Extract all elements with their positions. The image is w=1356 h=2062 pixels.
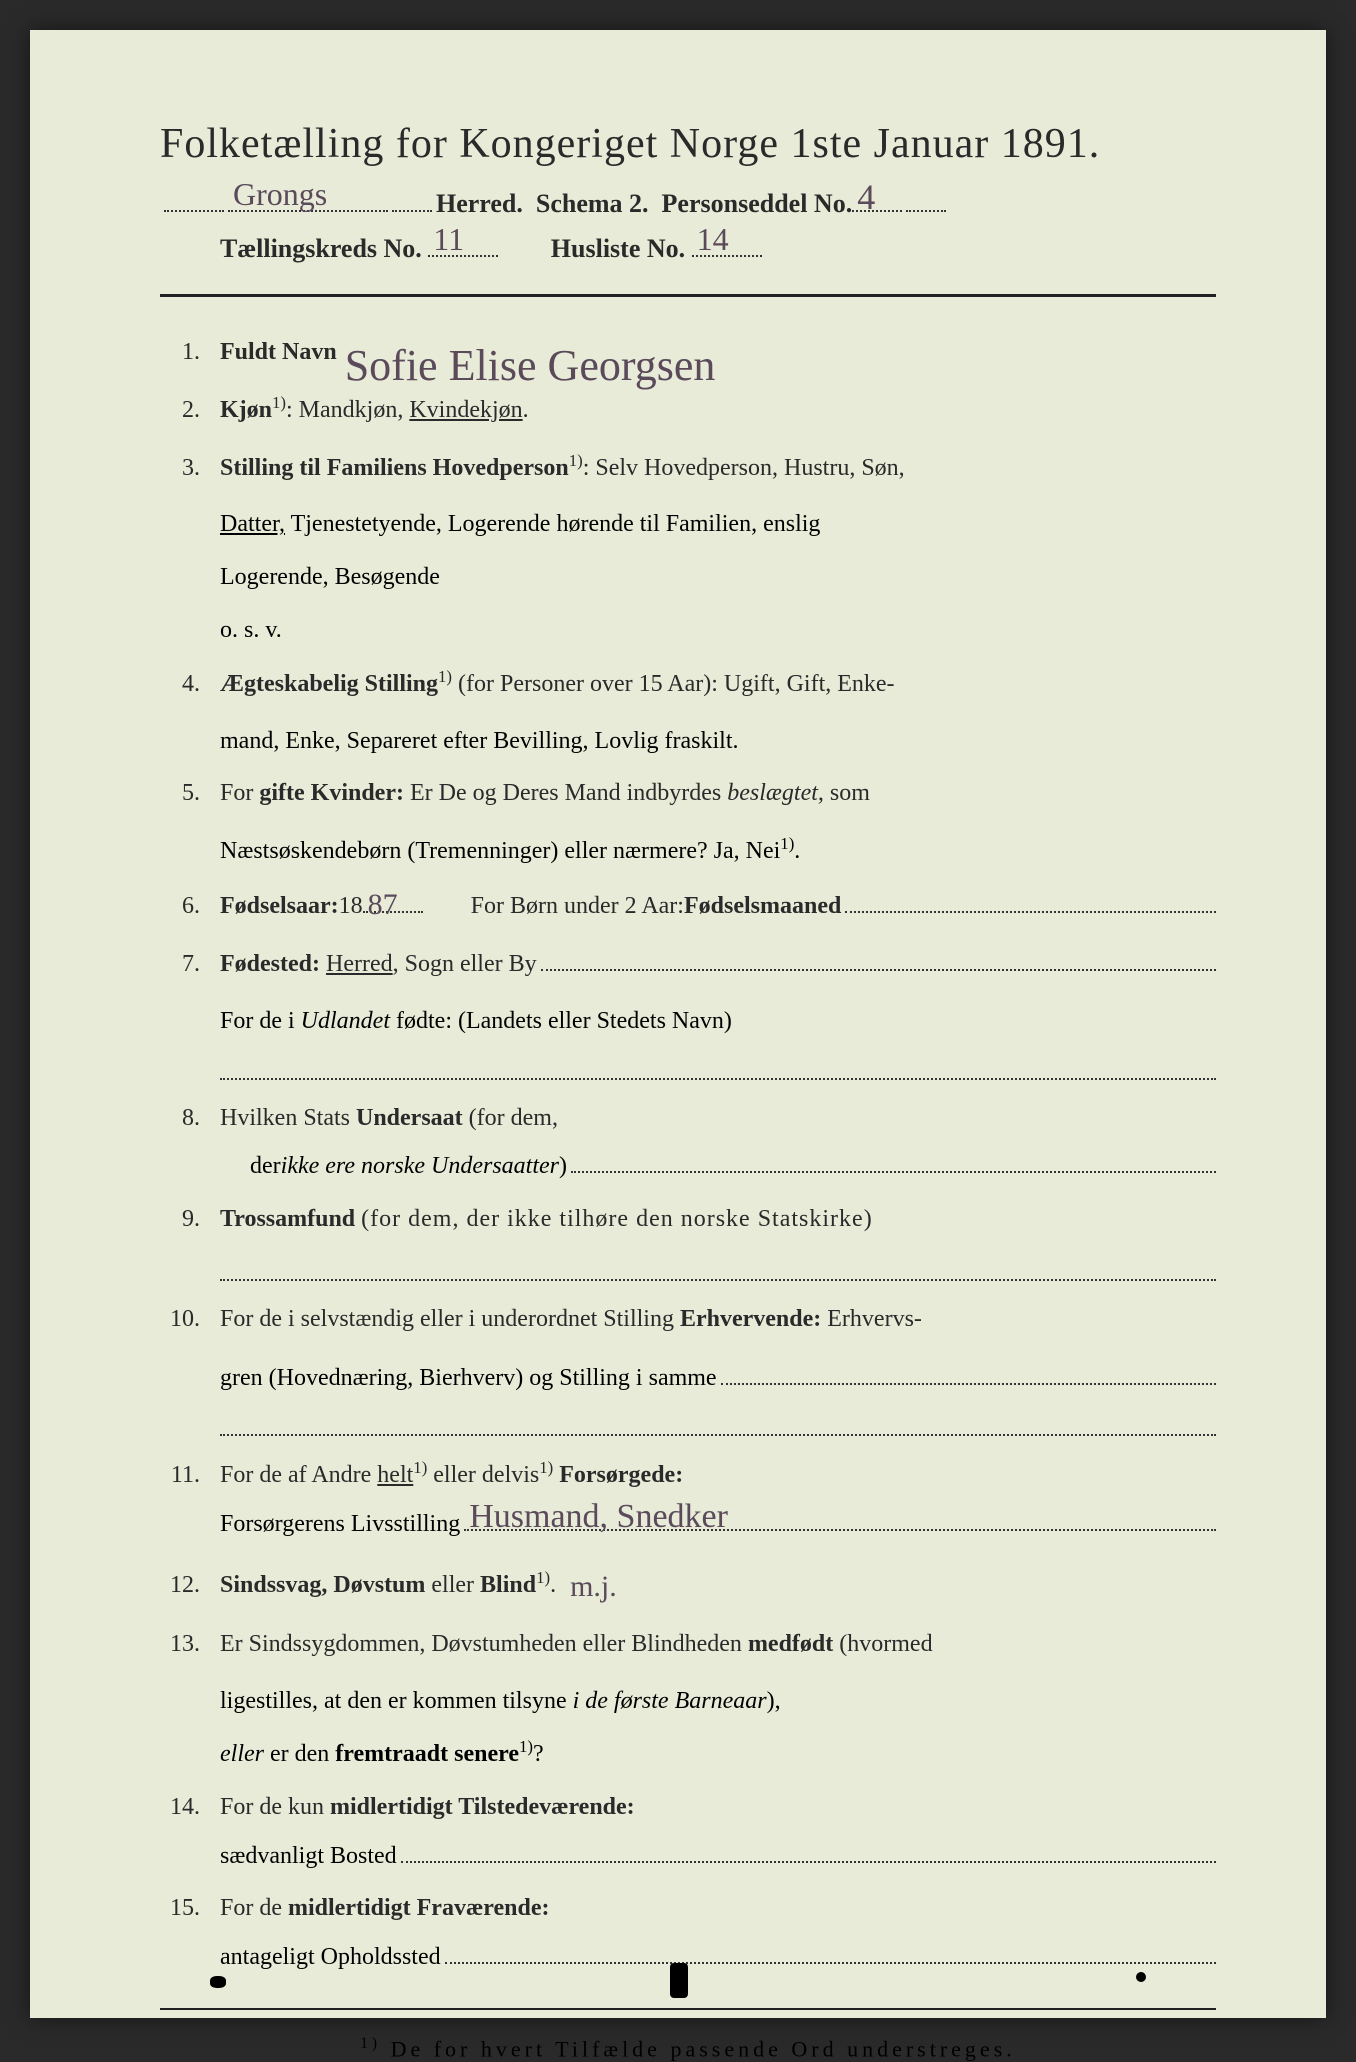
punch-hole-icon (210, 1976, 226, 1988)
field-10-fill (220, 1411, 1216, 1437)
taellingskreds-value: 11 (433, 221, 464, 258)
field-15: 15. For de midlertidigt Fraværende: (160, 1888, 1216, 1929)
herred-value: Grongs (233, 176, 327, 213)
field-12: 12. Sindssvag, Døvstum eller Blind1). m.… (160, 1557, 1216, 1608)
field-14: 14. For de kun midlertidigt Tilstedevære… (160, 1787, 1216, 1828)
census-form-page: Folketælling for Kongeriget Norge 1ste J… (30, 30, 1326, 2018)
field-1-value: Sofie Elise Georgsen (345, 329, 716, 404)
field-3: 3. Stilling til Familiens Hovedperson1):… (160, 447, 1216, 489)
field-6-year: 87 (368, 879, 398, 930)
subheader-line1: Grongs Herred. Schema 2. Personseddel No… (160, 186, 1216, 219)
personseddel-label: Personseddel No. (662, 189, 853, 219)
field-8-line2: der ikke ere norske Undersaatter) (220, 1144, 1216, 1187)
subheader-line2: Tællingskreds No. 11 Husliste No. 14 (220, 231, 1216, 264)
field-9-label: Trossamfund (220, 1206, 355, 1232)
divider-top (160, 294, 1216, 297)
punch-hole-icon (670, 1963, 688, 1998)
field-10: 10. For de i selvstændig eller i underor… (160, 1299, 1216, 1340)
field-11-value: Husmand, Snedker (469, 1488, 728, 1546)
field-13-line2: ligestilles, at den er kommen tilsyne i … (220, 1681, 1216, 1722)
field-2-label: Kjøn (220, 397, 272, 423)
field-5: 5. For gifte Kvinder: Er De og Deres Man… (160, 773, 1216, 814)
field-7: 7. Fødested: Herred, Sogn eller By (160, 943, 1216, 986)
page-title: Folketælling for Kongeriget Norge 1ste J… (160, 120, 1216, 168)
field-4-line2: mand, Enke, Separeret efter Bevilling, L… (220, 721, 1216, 762)
field-4-label: Ægteskabelig Stilling (220, 671, 438, 697)
husliste-value: 14 (697, 221, 729, 258)
field-4: 4. Ægteskabelig Stilling1) (for Personer… (160, 663, 1216, 705)
field-3-label: Stilling til Familiens Hovedperson (220, 455, 569, 481)
punch-hole-icon (1136, 1972, 1146, 1982)
field-6-label: Fødselsaar: (220, 886, 339, 927)
field-10-line2: gren (Hovednæring, Bierhverv) og Stillin… (220, 1356, 1216, 1399)
field-1: 1. Fuldt Navn Sofie Elise Georgsen (160, 332, 1216, 373)
field-12-label: Sindssvag, Døvstum (220, 1572, 425, 1598)
field-3-line2: Datter, Tjenestetyende, Logerende hørend… (220, 504, 1216, 545)
field-8: 8. Hvilken Stats Undersaat (for dem, (160, 1098, 1216, 1139)
field-12-value: m.j. (570, 1561, 617, 1612)
field-7-label: Fødested: (220, 944, 320, 985)
field-14-line2: sædvanligt Bosted (220, 1834, 1216, 1877)
field-9: 9. Trossamfund (for dem, der ikke tilhør… (160, 1199, 1216, 1240)
schema-label: Schema 2. (536, 189, 649, 219)
field-11-line2: Forsørgerens Livsstilling Husmand, Snedk… (220, 1502, 1216, 1545)
field-13: 13. Er Sindssygdommen, Døvstumheden elle… (160, 1624, 1216, 1665)
field-3-line3: Logerende, Besøgende (220, 557, 1216, 598)
field-3-line4: o. s. v. (220, 610, 1216, 651)
field-15-line2: antageligt Opholdssted (220, 1935, 1216, 1978)
husliste-label: Husliste No. (551, 234, 685, 263)
field-1-label: Fuldt Navn (220, 332, 337, 373)
personseddel-value: 4 (857, 176, 875, 218)
field-7-fill (220, 1054, 1216, 1080)
field-7-line2: For de i Udlandet fødte: (Landets eller … (220, 1001, 1216, 1042)
footnote: 1) De for hvert Tilfælde passende Ord un… (160, 2035, 1216, 2062)
taellingskreds-label: Tællingskreds No. (220, 234, 422, 263)
field-6: 6. Fødselsaar: 18 87 For Børn under 2 Aa… (160, 884, 1216, 927)
divider-bottom (160, 2008, 1216, 2010)
field-5-line2: Næstsøskendebørn (Tremenninger) eller næ… (220, 830, 1216, 872)
field-13-line3: eller er den fremtraadt senere1)? (220, 1733, 1216, 1775)
field-9-fill (220, 1256, 1216, 1282)
herred-label: Herred. (436, 189, 523, 219)
